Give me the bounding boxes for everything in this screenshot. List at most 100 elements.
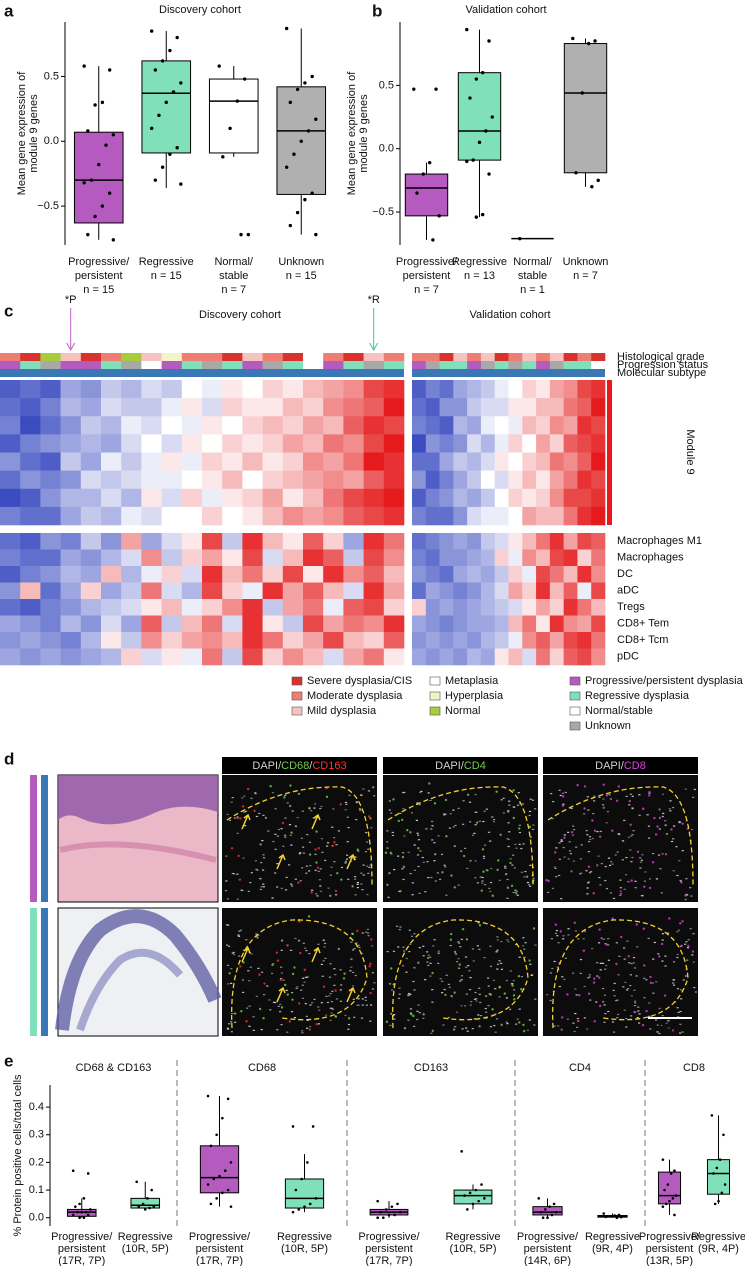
cell-type-cell (363, 615, 385, 633)
module-cell (282, 380, 304, 399)
stain-signal (645, 1009, 648, 1013)
basement-membrane (387, 786, 534, 886)
subtype-track (412, 369, 605, 377)
stain-signal (518, 1021, 521, 1024)
nucleus (528, 814, 531, 817)
cell-type-cell (383, 566, 405, 583)
stain-signal (236, 816, 239, 820)
stain-signal (611, 829, 614, 832)
nucleus (354, 974, 357, 977)
nucleus (391, 831, 394, 834)
stain-signal (619, 935, 623, 939)
nucleus (522, 843, 525, 845)
stain-signal (491, 1008, 494, 1011)
module-label: Module 9 (684, 429, 696, 474)
nucleus (434, 880, 437, 882)
stain-signal (388, 872, 391, 875)
nucleus (442, 813, 446, 815)
module-cell (522, 488, 537, 508)
cell-type-cell (439, 533, 454, 550)
nucleus (656, 1024, 660, 1026)
stain-signal (598, 1004, 602, 1008)
nucleus (399, 812, 402, 814)
point (399, 1210, 402, 1214)
nucleus (262, 814, 265, 817)
x-tick-label: Normal/ (513, 256, 552, 268)
stain-signal (269, 785, 272, 788)
y-tick-label: 0.0 (379, 143, 394, 155)
nucleus (360, 1017, 364, 1019)
stain-signal (258, 1007, 262, 1011)
nucleus (460, 975, 464, 977)
status-cell (439, 361, 454, 369)
nucleus (457, 958, 460, 960)
stain-signal (238, 878, 242, 881)
nucleus (626, 940, 629, 942)
point (593, 39, 597, 43)
nucleus (306, 1027, 309, 1029)
status-cell (522, 361, 537, 369)
module-cell (262, 398, 284, 417)
nucleus (593, 800, 596, 802)
nucleus (687, 939, 690, 941)
module-cell (0, 416, 21, 435)
nucleus (254, 792, 257, 794)
point (546, 1216, 549, 1220)
stain-signal (314, 848, 317, 851)
module-cell (222, 434, 243, 453)
nucleus (431, 825, 434, 827)
module-cell (121, 380, 142, 399)
stain-signal (598, 976, 601, 979)
nucleus (664, 820, 667, 822)
nucleus (608, 794, 611, 796)
nucleus (530, 974, 533, 977)
stain-signal (509, 861, 512, 865)
nucleus (354, 894, 357, 896)
nucleus (607, 944, 610, 946)
nucleus (367, 872, 370, 875)
cell-type-cell (536, 632, 551, 649)
stain-signal (241, 805, 245, 808)
box (141, 60, 192, 154)
panel-title: CD8 (683, 1062, 705, 1074)
nucleus (337, 830, 341, 832)
module-cell (303, 488, 324, 508)
stain-signal (617, 785, 620, 788)
nucleus (324, 957, 327, 959)
nucleus (296, 816, 299, 819)
grade-cell (363, 353, 385, 361)
nucleus (340, 866, 344, 869)
stain-label: DAPI/CD4 (435, 760, 486, 772)
cell-type-cell (141, 549, 162, 567)
legend-label: Regressive dysplasia (585, 690, 690, 702)
nucleus (598, 796, 601, 798)
point (149, 126, 154, 131)
cell-type-cell (80, 615, 102, 633)
nucleus (630, 962, 633, 965)
nucleus (371, 988, 375, 990)
nucleus (333, 837, 336, 839)
nucleus (577, 938, 580, 940)
cell-type-cell (467, 549, 482, 567)
stain-segment: DAPI/ (435, 760, 465, 772)
nucleus (692, 933, 695, 935)
box (563, 43, 608, 174)
nucleus (483, 810, 486, 812)
nucleus (321, 975, 324, 977)
nucleus (560, 898, 563, 900)
nucleus (465, 993, 468, 995)
cell-type-label: CD8+ Tcm (617, 634, 668, 646)
nucleus (658, 1032, 661, 1035)
nucleus (599, 830, 602, 833)
nucleus (657, 854, 661, 856)
nucleus (602, 938, 605, 940)
y-axis-label: module 9 genes (358, 94, 370, 173)
status-cell (412, 361, 427, 369)
cell-type-cell (343, 566, 364, 583)
grade-cell (202, 353, 223, 361)
nucleus (373, 982, 376, 984)
module-cell (202, 470, 223, 490)
point (175, 35, 179, 40)
status-cell (262, 361, 284, 369)
stain-signal (289, 784, 292, 787)
